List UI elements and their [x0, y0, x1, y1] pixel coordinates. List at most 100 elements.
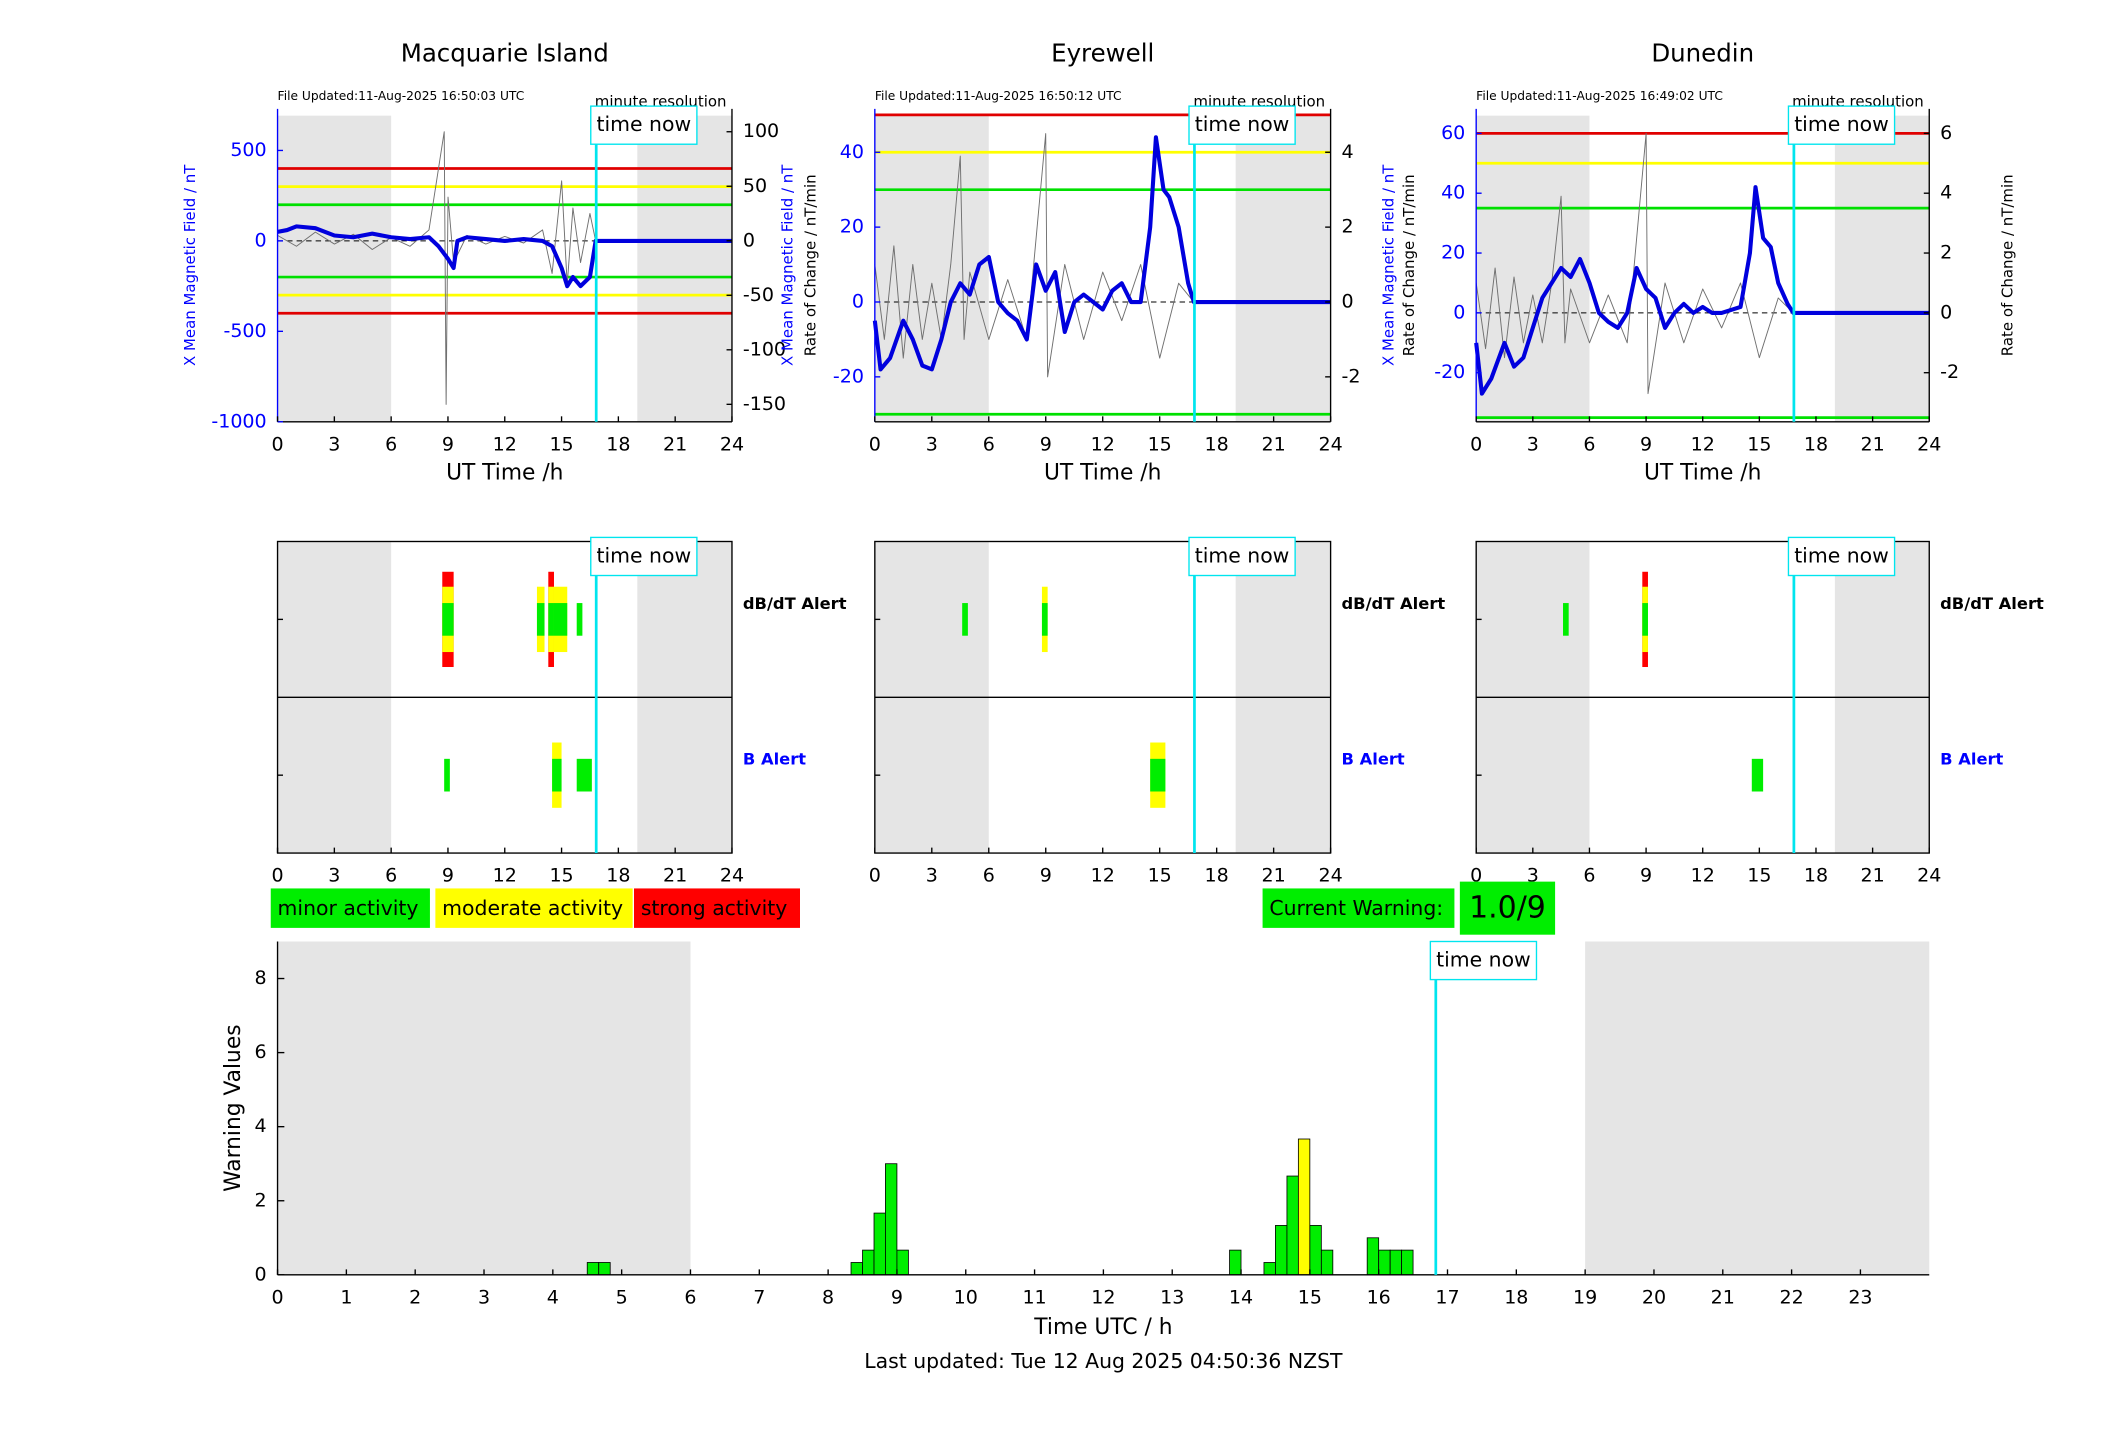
x-tick-label: 21	[663, 433, 687, 455]
y2-tick-label: 0	[1341, 290, 1353, 312]
y-tick-label: 6	[255, 1041, 267, 1063]
y2-tick-label: 50	[743, 175, 767, 197]
x-tick-label: 15	[549, 865, 573, 887]
alert-bar	[552, 758, 562, 792]
x-tick-label: 3	[328, 865, 340, 887]
y-tick-label: -500	[223, 320, 266, 342]
rate-line	[874, 133, 1195, 378]
warning-bar	[1378, 1249, 1391, 1276]
x-axis-label: UT Time /h	[446, 460, 563, 485]
alert-bar	[548, 603, 554, 636]
alert-bar	[1563, 603, 1569, 636]
y2-axis-label: Rate of Change / nT/min	[1400, 174, 1418, 356]
x-tick-label: 9	[1640, 433, 1652, 455]
x-tick-label: 9	[1040, 865, 1052, 887]
alert-bar	[444, 758, 450, 792]
x-tick-label: 15	[1747, 865, 1771, 887]
x-axis-label: Time UTC / h	[1033, 1315, 1172, 1340]
x-tick-label: 18	[1504, 1286, 1528, 1308]
alert-bar	[1642, 603, 1648, 636]
night-shade	[277, 941, 691, 1275]
y2-tick-label: 2	[1341, 216, 1353, 238]
x-tick-label: 9	[1640, 865, 1652, 887]
warning-bar	[1309, 1225, 1322, 1276]
time-now-box	[1429, 940, 1538, 981]
file-updated: File Updated:11-Aug-2025 16:50:03 UTC	[278, 89, 525, 103]
legend-swatch	[435, 888, 633, 928]
rate-line	[1475, 132, 1794, 395]
warning-value: 1.0/9	[1469, 890, 1546, 925]
x-tick-label: 8	[822, 1286, 834, 1308]
field-line	[277, 224, 732, 289]
y2-tick-label: 0	[1940, 301, 1952, 323]
alert-bar	[962, 603, 968, 636]
last-updated: Last updated: Tue 12 Aug 2025 04:50:36 N…	[864, 1349, 1343, 1373]
time-now-box	[1188, 536, 1296, 577]
alert-bar	[576, 758, 592, 792]
x-tick-label: 6	[983, 433, 995, 455]
y2-tick-label: 0	[743, 229, 755, 251]
y-tick-label: 40	[840, 141, 864, 163]
time-now-box	[590, 105, 698, 145]
y2-tick-label: -2	[1940, 361, 1959, 383]
y-axis-label: Warning Values	[221, 1024, 246, 1191]
time-now-label: time now	[1794, 543, 1889, 567]
time-now-label: time now	[1794, 112, 1889, 136]
warning-bar	[586, 1262, 600, 1276]
warning-bar	[598, 1262, 611, 1276]
y-tick-label: 0	[255, 1263, 267, 1285]
x-tick-label: 19	[1573, 1286, 1597, 1308]
x-tick-label: 0	[1470, 433, 1482, 455]
x-tick-label: 12	[493, 433, 517, 455]
y-tick-label: -20	[1434, 361, 1465, 383]
field-line	[872, 135, 1331, 372]
x-tick-label: 18	[1804, 433, 1828, 455]
x-tick-label: 3	[328, 433, 340, 455]
y-tick-label: 2	[255, 1189, 267, 1211]
x-tick-label: 18	[1205, 433, 1229, 455]
x-tick-label: 22	[1779, 1286, 1803, 1308]
y-tick-label: 0	[1453, 301, 1465, 323]
y-axis-label: X Mean Magnetic Field / nT	[181, 164, 199, 366]
x-tick-label: 15	[1148, 865, 1172, 887]
x-tick-label: 2	[409, 1286, 421, 1308]
x-tick-label: 0	[869, 433, 881, 455]
y-axis-label: X Mean Magnetic Field / nT	[1380, 164, 1398, 366]
warning-bar	[1286, 1175, 1299, 1276]
y-tick-label: -1000	[211, 410, 266, 432]
x-tick-label: 15	[1747, 433, 1771, 455]
legend-label: strong activity	[641, 896, 788, 920]
y2-tick-label: 4	[1341, 141, 1353, 163]
warning-bar	[1263, 1262, 1276, 1276]
x-tick-label: 3	[926, 865, 938, 887]
y2-axis-label: Rate of Change / nT/min	[1999, 174, 2017, 356]
time-now-box	[1188, 105, 1296, 145]
x-tick-label: 24	[1318, 433, 1342, 455]
y2-tick-label: 2	[1940, 242, 1952, 264]
x-tick-label: 13	[1160, 1286, 1184, 1308]
lane-label: dB/dT Alert	[1940, 594, 2044, 613]
x-tick-label: 18	[606, 865, 630, 887]
warning-bar	[873, 1212, 886, 1276]
x-tick-label: 17	[1435, 1286, 1459, 1308]
warning-bar	[896, 1249, 909, 1276]
y-tick-label: 0	[852, 290, 864, 312]
y-tick-label: 40	[1441, 182, 1465, 204]
x-tick-label: 6	[385, 433, 397, 455]
x-tick-label: 15	[1148, 433, 1172, 455]
y2-axis-label: Rate of Change / nT/min	[801, 174, 819, 356]
alert-bar	[553, 603, 568, 636]
y-tick-label: 0	[255, 229, 267, 251]
field-line	[1474, 185, 1930, 396]
y-tick-label: -20	[833, 365, 864, 387]
x-tick-label: 3	[1527, 433, 1539, 455]
chart-title: Dunedin	[1651, 38, 1754, 67]
alert-bar	[1751, 758, 1764, 792]
lane-label: B Alert	[1940, 750, 2003, 769]
warning-bar	[1297, 1138, 1311, 1276]
x-tick-label: 0	[869, 865, 881, 887]
time-now-box	[1787, 536, 1896, 577]
figure-content: Macquarie Island File Updated:11-Aug-2025…	[181, 38, 2044, 1372]
x-tick-label: 12	[1091, 865, 1115, 887]
chart-title: Macquarie Island	[401, 38, 609, 67]
